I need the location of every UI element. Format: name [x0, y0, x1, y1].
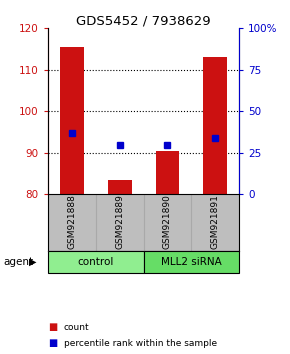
Bar [48, 251, 144, 273]
Text: ■: ■ [48, 338, 57, 348]
Text: control: control [77, 257, 114, 267]
Text: MLL2 siRNA: MLL2 siRNA [161, 257, 222, 267]
Text: GSM921890: GSM921890 [163, 194, 172, 249]
Bar [203, 57, 227, 194]
Text: count: count [64, 323, 89, 332]
Text: agent: agent [3, 257, 33, 267]
Bar [60, 47, 84, 194]
Bar [108, 180, 132, 194]
Text: ▶: ▶ [29, 257, 37, 267]
Text: ■: ■ [48, 322, 57, 332]
Text: percentile rank within the sample: percentile rank within the sample [64, 339, 217, 348]
Bar [144, 251, 239, 273]
Bar [155, 151, 180, 194]
Text: GSM921889: GSM921889 [115, 194, 124, 249]
Text: GSM921888: GSM921888 [67, 194, 76, 249]
Text: GSM921891: GSM921891 [211, 194, 220, 249]
Title: GDS5452 / 7938629: GDS5452 / 7938629 [76, 14, 211, 27]
